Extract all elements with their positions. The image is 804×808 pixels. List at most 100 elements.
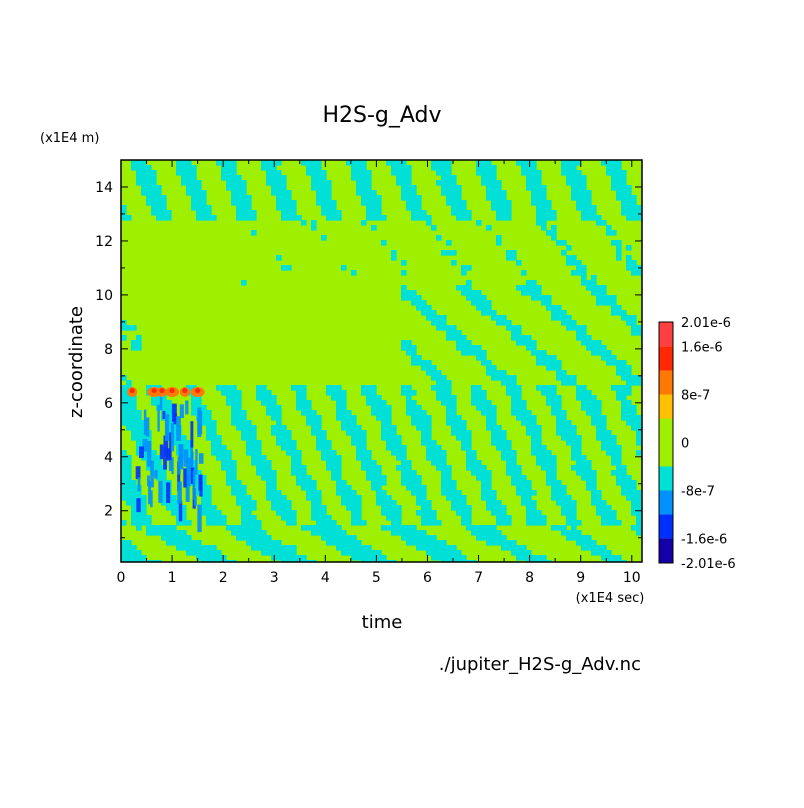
contour-cell [411,405,417,411]
contour-cell [206,435,212,441]
contour-cell [131,510,137,516]
contour-cell [226,460,232,466]
contour-cell [636,270,642,276]
contour-cell [276,490,282,496]
contour-cell [496,435,502,441]
contour-cell [571,180,577,186]
contour-cell [581,540,587,546]
contour-cell [426,505,432,511]
contour-cell [441,485,447,491]
contour-cell [251,505,257,511]
contour-cell [451,195,457,201]
contour-cell [456,420,462,426]
contour-cell [451,205,457,211]
contour-cell [626,185,632,191]
contour-cell [406,170,412,176]
contour-cell [131,495,137,501]
contour-cell [596,285,602,291]
contour-cell [541,300,547,306]
contour-cell [436,325,442,331]
contour-cell [621,465,627,471]
contour-cell [131,520,137,526]
y-tick-label: 2 [104,504,113,520]
contour-cell [256,545,262,551]
contour-cell [286,215,292,221]
negative-streak [193,496,197,506]
contour-cell [456,345,462,351]
contour-cell [626,245,632,251]
contour-cell [246,520,252,526]
contour-cell [561,530,567,536]
contour-cell [381,490,387,496]
contour-cell [616,190,622,196]
contour-cell [351,175,357,181]
contour-cell [466,350,472,356]
negative-streak [183,449,189,467]
contour-cell [411,410,417,416]
contour-cell [506,465,512,471]
contour-cell [391,450,397,456]
contour-cell [491,165,497,171]
contour-cell [501,515,507,521]
contour-cell [596,410,602,416]
contour-cell [296,400,302,406]
contour-cell [626,375,632,381]
contour-cell [251,545,257,551]
contour-cell [286,435,292,441]
contour-cell [406,470,412,476]
contour-cell [306,165,312,171]
contour-cell [446,200,452,206]
contour-cell [386,430,392,436]
contour-cell [636,425,642,431]
contour-cell [486,405,492,411]
contour-cell [316,175,322,181]
contour-cell [621,470,627,476]
contour-cell [571,445,577,451]
contour-cell [491,495,497,501]
contour-cell [206,520,212,526]
contour-cell [451,415,457,421]
contour-cell [291,200,297,206]
negative-streak [171,403,177,422]
contour-cell [376,555,382,561]
contour-cell [571,450,577,456]
contour-cell [481,480,487,486]
contour-cell [601,550,607,556]
negative-streak [171,457,174,475]
contour-cell [446,480,452,486]
contour-cell [416,425,422,431]
contour-cell [511,460,517,466]
contour-cell [481,355,487,361]
contour-cell [406,205,412,211]
contour-cell [311,225,317,231]
contour-cell [336,400,342,406]
contour-cell [376,485,382,491]
contour-cell [401,170,407,176]
contour-cell [121,475,127,481]
contour-cell [376,480,382,486]
contour-cell [566,420,572,426]
contour-cell [476,460,482,466]
contour-cell [531,420,537,426]
contour-cell [596,215,602,221]
contour-cell [596,510,602,516]
contour-cell [391,440,397,446]
contour-cell [461,340,467,346]
contour-cell [271,505,277,511]
contour-cell [561,495,567,501]
contour-cell [436,520,442,526]
contour-cell [456,335,462,341]
x-axis-label: time [362,612,403,633]
contour-cell [431,315,437,321]
contour-cell [476,535,482,541]
contour-cell [621,395,627,401]
contour-cell [546,210,552,216]
contour-cell [141,515,147,521]
contour-cell [311,180,317,186]
contour-cell [356,425,362,431]
contour-cell [631,420,637,426]
contour-cell [576,440,582,446]
negative-streak [159,392,163,410]
contour-cell [241,435,247,441]
contour-cell [426,310,432,316]
